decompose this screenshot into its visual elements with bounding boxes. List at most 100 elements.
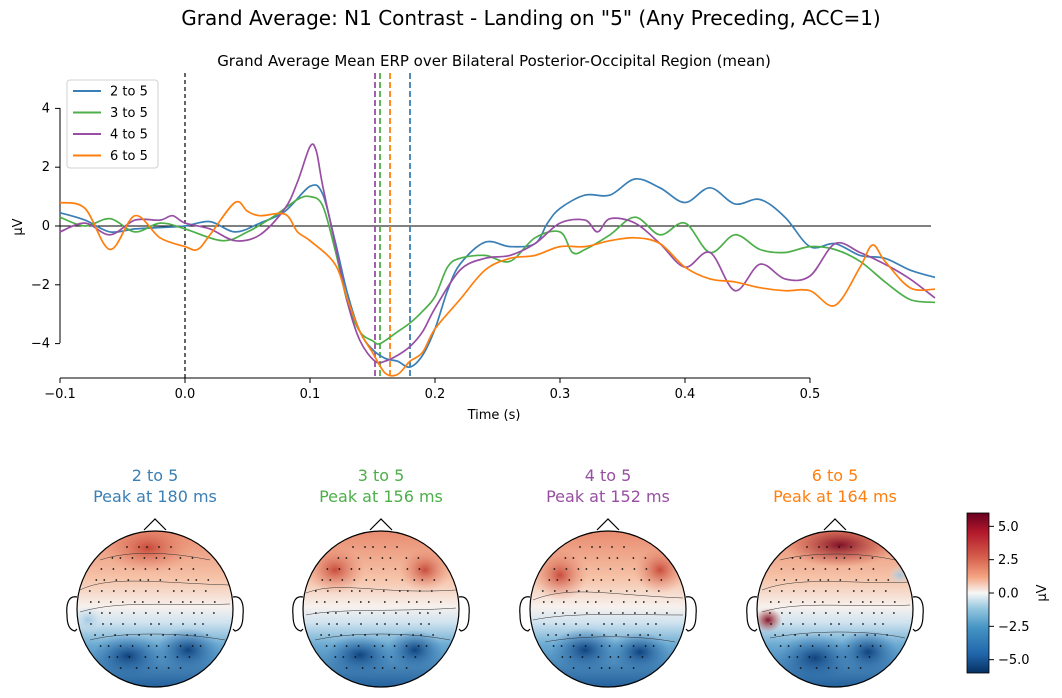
sensor-dot <box>390 656 393 658</box>
right-ear-outline <box>232 596 244 632</box>
sensor-dot <box>134 623 136 625</box>
sensor-dot <box>635 623 637 625</box>
sensor-dot <box>172 590 175 592</box>
sensor-dot <box>192 568 195 570</box>
sensor-dot <box>586 601 589 603</box>
sensor-dot <box>126 546 128 548</box>
sensor-dot <box>325 645 328 647</box>
sensor-dot <box>634 612 636 614</box>
sensor-dot <box>641 656 644 658</box>
sensor-dot <box>157 601 160 603</box>
sensor-dot <box>811 557 814 559</box>
sensor-dot <box>550 601 553 603</box>
topomap-title: 2 to 5 <box>132 466 179 485</box>
sensor-dot <box>126 634 128 636</box>
sensor-dot <box>329 579 332 581</box>
sensor-dot <box>887 579 890 581</box>
sensor-dot <box>393 645 396 647</box>
sensor-dot <box>856 656 859 658</box>
sensor-dot <box>837 612 839 614</box>
sensor-dot <box>365 579 368 581</box>
legend-label: 3 to 5 <box>110 106 148 121</box>
sensor-dot <box>826 546 828 548</box>
sensor-dot <box>110 623 112 625</box>
sensor-dot <box>357 645 360 647</box>
sensor-dot <box>801 612 803 614</box>
sensor-dot <box>328 623 330 625</box>
sensor-dot <box>338 568 341 570</box>
sensor-dot <box>850 623 852 625</box>
sensor-dot <box>842 634 844 636</box>
sensor-dot <box>433 579 436 581</box>
sensor-dot <box>893 601 896 603</box>
sensor-dot <box>107 645 110 647</box>
sensor-dot <box>884 590 887 592</box>
colorbar-tick-label: −2.5 <box>998 620 1030 635</box>
sensor-dot <box>175 579 178 581</box>
sensor-dot <box>774 634 776 636</box>
sensor-dot <box>352 546 354 548</box>
sensor-dot <box>156 656 159 658</box>
sensor-dot <box>189 601 192 603</box>
sensor-dot <box>608 667 611 669</box>
sensor-dot <box>565 590 568 592</box>
x-tick-label: 0.3 <box>550 387 571 402</box>
sensor-dot <box>827 579 830 581</box>
sensor-dot <box>421 579 424 581</box>
sensor-dot <box>207 579 210 581</box>
sensor-dot <box>866 634 868 636</box>
sensor-dot <box>579 546 581 548</box>
sensor-dot <box>201 612 203 614</box>
sensor-dot <box>769 601 772 603</box>
sensor-dot <box>427 612 429 614</box>
sensor-dot <box>836 568 839 570</box>
sensor-dot <box>584 645 587 647</box>
sensor-dot <box>799 557 802 559</box>
erp-x-axis-label: Time (s) <box>467 408 521 423</box>
sensor-dot <box>194 623 196 625</box>
frontal-positive-region <box>103 531 193 573</box>
sensor-dot <box>603 623 605 625</box>
sensor-dot <box>780 590 783 592</box>
sensor-dot <box>193 612 195 614</box>
sensor-dot <box>769 612 771 614</box>
sensor-dots <box>541 546 669 669</box>
sensor-dot <box>830 623 832 625</box>
frontal-positive-right <box>634 546 686 594</box>
sensor-dot <box>632 667 635 669</box>
sensor-dot <box>320 634 322 636</box>
sensor-dot <box>144 568 147 570</box>
sensor-dot <box>622 612 624 614</box>
sensor-dot <box>869 601 872 603</box>
sensor-dot <box>780 568 783 570</box>
right-ear-outline <box>685 596 697 632</box>
sensor-dot <box>788 656 791 658</box>
sensor-dot <box>159 579 162 581</box>
sensor-dot <box>860 590 863 592</box>
colorbar-tick-label: 0.0 <box>998 587 1019 602</box>
sensor-dot <box>597 568 600 570</box>
sensor-dot <box>617 656 620 658</box>
sensor-dot <box>417 557 420 559</box>
series-line-2-to-5 <box>59 177 936 369</box>
sensor-dot <box>95 579 98 581</box>
sensor-dot <box>396 546 398 548</box>
sensor-dot <box>385 579 388 581</box>
sensor-dot <box>646 612 648 614</box>
sensor-dot <box>432 634 434 636</box>
sensor-dot <box>620 667 623 669</box>
sensor-dot <box>170 623 172 625</box>
sensor-dot <box>169 612 171 614</box>
sensor-dot <box>804 590 807 592</box>
sensor-dot <box>881 612 883 614</box>
sensor-dot <box>418 568 421 570</box>
sensor-dot <box>603 634 605 636</box>
sensor-dot <box>562 612 564 614</box>
sensor-dot <box>830 634 832 636</box>
sensor-dot <box>553 568 556 570</box>
sensor-dot <box>608 557 611 559</box>
sensor-dot <box>789 612 791 614</box>
sensor-dot <box>639 634 641 636</box>
sensor-dot <box>179 557 182 559</box>
sensor-dot <box>101 612 103 614</box>
